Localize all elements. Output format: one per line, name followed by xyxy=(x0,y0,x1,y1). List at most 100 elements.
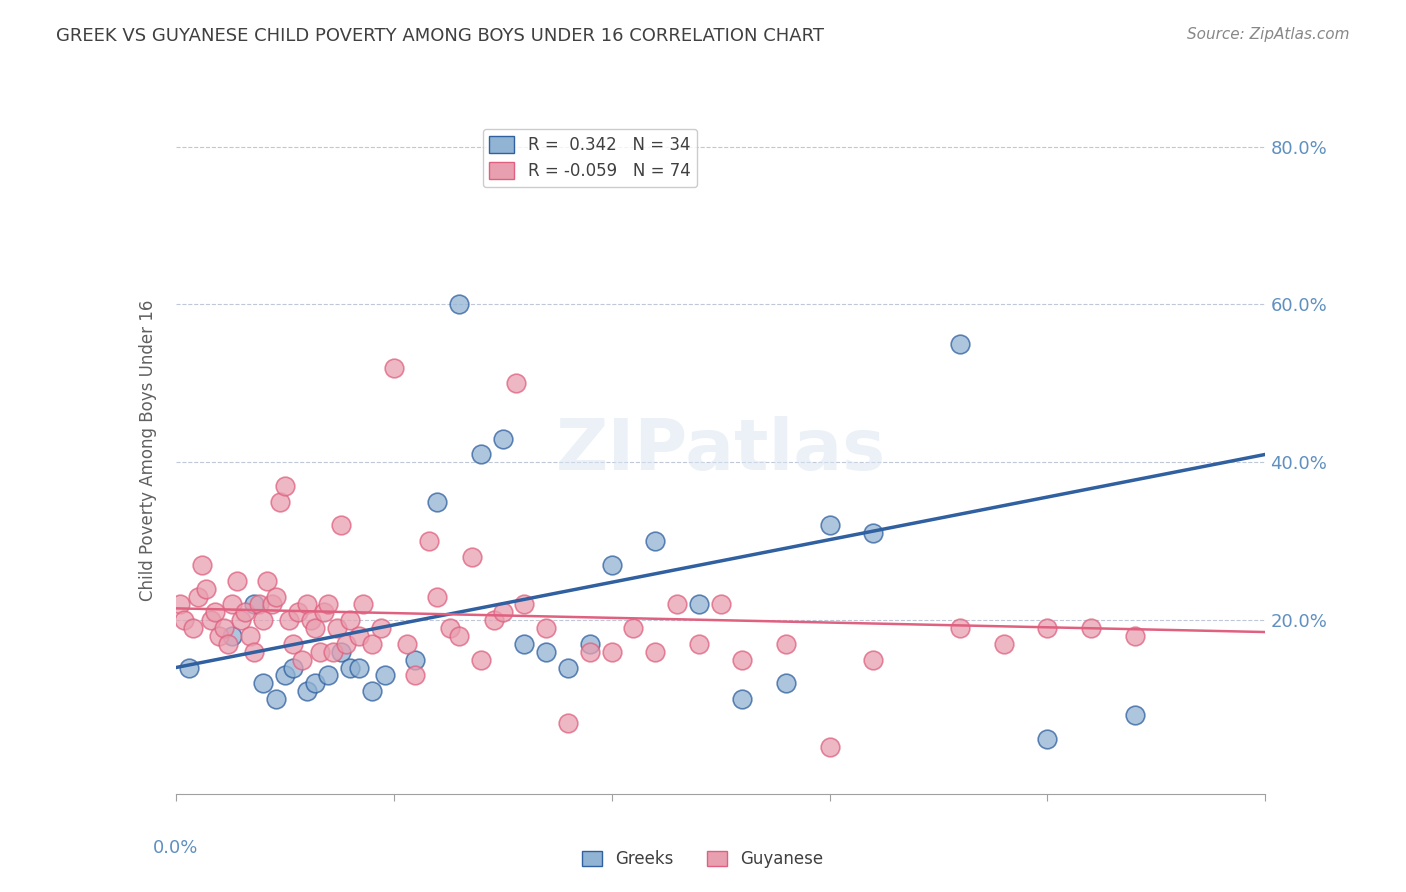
Point xyxy=(252,613,274,627)
Point xyxy=(1080,621,1102,635)
Point xyxy=(557,715,579,730)
Point xyxy=(308,645,330,659)
Point xyxy=(534,621,557,635)
Legend: Greeks, Guyanese: Greeks, Guyanese xyxy=(575,844,831,875)
Point xyxy=(534,645,557,659)
Point xyxy=(557,660,579,674)
Point xyxy=(260,598,283,612)
Point xyxy=(335,637,357,651)
Point xyxy=(775,676,797,690)
Point xyxy=(330,518,353,533)
Point xyxy=(330,645,353,659)
Point xyxy=(239,629,262,643)
Point xyxy=(621,621,644,635)
Point xyxy=(312,605,335,619)
Point xyxy=(426,590,449,604)
Point xyxy=(710,598,733,612)
Point xyxy=(278,613,301,627)
Point xyxy=(291,653,314,667)
Point xyxy=(492,605,515,619)
Point xyxy=(862,526,884,541)
Point xyxy=(339,660,361,674)
Point xyxy=(505,376,527,391)
Text: Source: ZipAtlas.com: Source: ZipAtlas.com xyxy=(1187,27,1350,42)
Point xyxy=(360,684,382,698)
Point xyxy=(461,549,484,564)
Y-axis label: Child Poverty Among Boys Under 16: Child Poverty Among Boys Under 16 xyxy=(139,300,157,601)
Point xyxy=(287,605,309,619)
Point xyxy=(318,668,340,682)
Point xyxy=(439,621,461,635)
Text: 0.0%: 0.0% xyxy=(153,838,198,856)
Point xyxy=(949,337,972,351)
Point xyxy=(274,479,297,493)
Point xyxy=(264,692,287,706)
Point xyxy=(405,653,427,667)
Point xyxy=(295,598,318,612)
Point xyxy=(370,621,392,635)
Point xyxy=(247,598,270,612)
Point xyxy=(181,621,204,635)
Point xyxy=(352,598,374,612)
Point xyxy=(186,590,209,604)
Point xyxy=(217,637,239,651)
Point xyxy=(666,598,689,612)
Point xyxy=(322,645,344,659)
Point xyxy=(295,684,318,698)
Point xyxy=(818,518,841,533)
Point xyxy=(274,668,297,682)
Point xyxy=(447,629,470,643)
Point xyxy=(339,613,361,627)
Point xyxy=(418,534,440,549)
Point xyxy=(374,668,396,682)
Point xyxy=(470,653,492,667)
Point xyxy=(225,574,247,588)
Point xyxy=(304,621,326,635)
Point xyxy=(360,637,382,651)
Point xyxy=(579,645,602,659)
Point xyxy=(269,495,291,509)
Point xyxy=(235,605,257,619)
Point xyxy=(688,637,710,651)
Point xyxy=(326,621,349,635)
Point xyxy=(731,692,754,706)
Point xyxy=(1036,731,1059,746)
Point xyxy=(818,739,841,754)
Point xyxy=(1036,621,1059,635)
Text: GREEK VS GUYANESE CHILD POVERTY AMONG BOYS UNDER 16 CORRELATION CHART: GREEK VS GUYANESE CHILD POVERTY AMONG BO… xyxy=(56,27,824,45)
Point xyxy=(212,621,235,635)
Point xyxy=(177,660,200,674)
Point xyxy=(283,660,305,674)
Point xyxy=(513,637,536,651)
Point xyxy=(644,645,666,659)
Point xyxy=(191,558,214,572)
Point xyxy=(482,613,505,627)
Point xyxy=(1123,707,1146,722)
Point xyxy=(231,613,253,627)
Point xyxy=(283,637,305,651)
Point xyxy=(579,637,602,651)
Point xyxy=(492,432,515,446)
Point xyxy=(243,645,266,659)
Point xyxy=(221,598,243,612)
Point xyxy=(208,629,231,643)
Point xyxy=(169,598,191,612)
Text: ZIPatlas: ZIPatlas xyxy=(555,416,886,485)
Point xyxy=(173,613,195,627)
Point xyxy=(195,582,218,596)
Point xyxy=(299,613,322,627)
Point xyxy=(644,534,666,549)
Point xyxy=(600,558,623,572)
Point xyxy=(513,598,536,612)
Point xyxy=(1123,629,1146,643)
Point xyxy=(347,629,370,643)
Point xyxy=(949,621,972,635)
Point xyxy=(200,613,222,627)
Point xyxy=(731,653,754,667)
Point xyxy=(256,574,278,588)
Point xyxy=(252,676,274,690)
Legend: R =  0.342   N = 34, R = -0.059   N = 74: R = 0.342 N = 34, R = -0.059 N = 74 xyxy=(482,129,697,187)
Point xyxy=(318,598,340,612)
Point xyxy=(304,676,326,690)
Point xyxy=(264,590,287,604)
